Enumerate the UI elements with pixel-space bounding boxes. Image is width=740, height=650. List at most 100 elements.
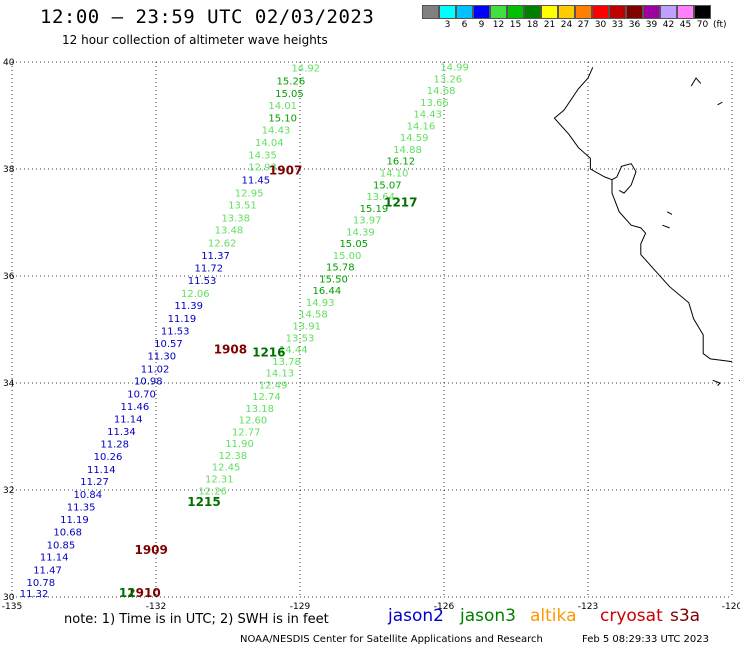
wave-height-label: 12.74 (252, 392, 281, 403)
wave-height-label: 10.57 (154, 339, 183, 350)
colorbar-label: 42 (662, 20, 675, 30)
lon-tick-label: -123 (578, 602, 598, 612)
wave-height-label: 11.90 (225, 439, 254, 450)
wave-height-label: 12.62 (208, 239, 237, 250)
colorbar-cell (524, 5, 541, 19)
wave-height-label: 11.27 (80, 477, 109, 488)
lat-tick-label: 36 (3, 272, 15, 282)
colorbar-label: 12 (492, 20, 505, 30)
colorbar-cell (473, 5, 490, 19)
wave-height-label: 14.58 (299, 310, 328, 321)
wave-height-label: 14.13 (266, 369, 295, 380)
colorbar (422, 5, 711, 19)
pass-number-label: 1908 (214, 343, 247, 357)
wave-height-label: 11.19 (60, 515, 89, 526)
wave-height-label: 11.39 (174, 301, 203, 312)
colorbar-label: 39 (645, 20, 658, 30)
island (662, 224, 670, 229)
wave-height-label: 14.88 (393, 145, 422, 156)
pass-number-label: 12 (119, 586, 136, 600)
wave-height-label: 11.34 (107, 427, 136, 438)
wave-height-label: 14.04 (255, 138, 284, 149)
wave-height-label: 11.30 (147, 351, 176, 362)
wave-height-label: 12.93 (248, 163, 277, 174)
wave-height-label: 15.00 (333, 251, 362, 262)
colorbar-label: 21 (543, 20, 556, 30)
wave-height-label: 14.93 (306, 298, 335, 309)
colorbar-cell (456, 5, 473, 19)
lat-tick-label: 32 (3, 486, 14, 496)
island (717, 101, 723, 106)
wave-height-label: 11.46 (121, 402, 150, 413)
satellite-legend-item: altika (530, 606, 577, 626)
colorbar-label: 24 (560, 20, 573, 30)
colorbar-label: 30 (594, 20, 607, 30)
wave-height-label: 13.51 (228, 201, 257, 212)
wave-height-label: 14.92 (291, 64, 320, 75)
wave-height-label: 13.78 (272, 357, 301, 368)
colorbar-cell (592, 5, 609, 19)
footer-credit: NOAA/NESDIS Center for Satellite Applica… (240, 634, 543, 645)
lon-tick-label: -120 (722, 602, 740, 612)
colorbar-label: 33 (611, 20, 624, 30)
lat-tick-label: 30 (3, 593, 15, 603)
plot-frame (12, 62, 732, 597)
colorbar-label: 36 (628, 20, 641, 30)
wave-height-label: 11.19 (168, 314, 197, 325)
wave-height-label: 13.64 (366, 192, 395, 203)
wave-height-label: 11.14 (87, 465, 116, 476)
colorbar-cell (626, 5, 643, 19)
colorbar-unit: (ft) (713, 20, 727, 30)
wave-height-label: 13.48 (215, 226, 244, 237)
colorbar-cell (609, 5, 626, 19)
wave-height-label: 14.43 (262, 126, 291, 137)
colorbar-cell (575, 5, 592, 19)
wave-height-label: 14.16 (407, 121, 436, 132)
pass-number-label: 1910 (127, 586, 160, 600)
wave-height-label: 14.01 (268, 101, 297, 112)
wave-height-label: 11.32 (20, 589, 49, 600)
colorbar-label: 45 (679, 20, 692, 30)
wave-height-label: 14.10 (380, 168, 409, 179)
wave-height-label: 11.02 (141, 364, 170, 375)
wave-height-label: 10.78 (26, 578, 55, 589)
colorbar-cell (490, 5, 507, 19)
wave-height-label: 11.35 (67, 502, 96, 513)
wave-height-label: 12.45 (212, 463, 241, 474)
colorbar-cell (694, 5, 711, 19)
lon-tick-label: -126 (434, 602, 455, 612)
colorbar-label: 3 (444, 20, 451, 30)
wave-height-label: 16.12 (386, 157, 415, 168)
satellite-legend-item: jason3 (460, 606, 516, 626)
satellite-legend-item: jason2 (388, 606, 444, 626)
wave-height-label: 15.07 (373, 180, 402, 191)
wave-height-label: 15.05 (275, 89, 304, 100)
wave-height-label: 10.70 (127, 389, 156, 400)
pass-number-label: 1216 (252, 345, 285, 359)
pass-number-label: 1907 (269, 163, 302, 177)
wave-height-label: 12.26 (198, 486, 227, 497)
wave-height-label: 12.95 (235, 188, 264, 199)
wave-height-label: 11.47 (33, 565, 62, 576)
wave-height-label: 13.66 (420, 98, 449, 109)
page-title: 12:00 – 23:59 UTC 02/03/2023 (40, 6, 375, 28)
wave-height-label: 14.99 (440, 63, 469, 74)
pass-number-label: 1217 (384, 195, 417, 209)
colorbar-label: 27 (577, 20, 590, 30)
wave-height-label: 15.78 (326, 263, 355, 274)
wave-height-label: 16.44 (313, 286, 342, 297)
wave-height-label: 12.49 (259, 380, 288, 391)
wave-height-label: 10.84 (74, 490, 103, 501)
colorbar-cell (660, 5, 677, 19)
wave-height-label: 12.31 (205, 475, 234, 486)
colorbar-label: 15 (509, 20, 522, 30)
wave-height-label: 15.19 (360, 204, 389, 215)
wave-height-label: 10.26 (94, 452, 123, 463)
page-subtitle: 12 hour collection of altimeter wave hei… (62, 33, 328, 47)
island (712, 379, 721, 387)
colorbar-cell (439, 5, 456, 19)
bay-outline (611, 163, 637, 194)
wave-height-label: 14.39 (346, 227, 375, 238)
wave-height-label: 13.26 (434, 74, 463, 85)
wave-height-label: 14.59 (400, 133, 429, 144)
